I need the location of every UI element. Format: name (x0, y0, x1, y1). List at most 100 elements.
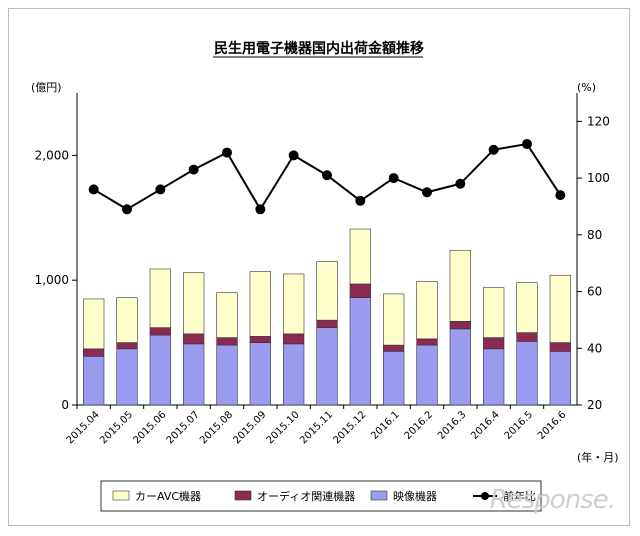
x-axis-tick-label: 2016.5 (503, 409, 536, 442)
legend-label: オーディオ関連機器 (257, 489, 355, 503)
x-axis-tick-label: 2016.2 (403, 409, 436, 442)
x-axis-tick-label: 2015.09 (231, 409, 268, 446)
bar-segment (349, 283, 371, 298)
legend-label: 映像機器 (393, 489, 437, 503)
legend-label: 前年比 (503, 489, 536, 503)
right-axis-tick-label: 40 (587, 341, 602, 355)
bar-segment (149, 268, 171, 328)
legend-box (100, 480, 542, 512)
bar-segment (283, 343, 305, 406)
legend-swatch (370, 490, 388, 501)
bar-segment (349, 297, 371, 406)
x-axis-tick-label: 2015.12 (331, 409, 368, 446)
yoy-point (222, 147, 232, 158)
yoy-point (188, 164, 199, 175)
x-axis-tick-label: 2016.1 (369, 409, 402, 442)
bar-segment (516, 332, 538, 342)
left-axis-tick-label: 2,000 (35, 148, 69, 162)
bar-segment (83, 298, 105, 350)
yoy-point (355, 195, 366, 206)
legend-swatch (234, 490, 252, 501)
x-axis-tick-label: 2015.06 (131, 409, 168, 446)
yoy-point (88, 184, 99, 195)
chart-frame: 民生用電子機器国内出荷金額推移 (億円) (%) (年・月) 0 1,000 2,0… (8, 8, 630, 526)
yoy-point (555, 190, 566, 201)
bar-segment (416, 344, 438, 406)
bar-segment (249, 336, 271, 343)
bar-segment (549, 342, 571, 352)
left-axis-tick-label: 0 (61, 398, 69, 412)
bar-segment (516, 341, 538, 406)
legend-marker (481, 492, 489, 500)
bar-segment (449, 321, 471, 330)
bar-segment (116, 297, 138, 343)
yoy-point (255, 204, 266, 215)
bar-segment (283, 273, 305, 335)
bar-segment (383, 293, 405, 346)
right-axis-tick-label: 20 (587, 398, 602, 412)
bar-segment (416, 338, 438, 346)
bar-segment (183, 343, 205, 406)
x-axis-tick-label: 2015.04 (65, 409, 102, 446)
x-axis-tick-label: 2015.11 (298, 409, 335, 446)
bar-segment (316, 327, 338, 406)
bar-segment (216, 292, 238, 338)
right-axis-unit: (%) (577, 81, 596, 94)
x-axis-tick-label: 2015.08 (198, 409, 235, 446)
bar-segment (249, 271, 271, 337)
yoy-point (522, 139, 532, 150)
bar-segment (483, 287, 505, 338)
chart-title: 民生用電子機器国内出荷金額推移 (214, 40, 424, 57)
x-axis-unit: (年・月) (577, 450, 619, 464)
x-axis-tick-label: 2015.05 (98, 409, 135, 446)
bar-segment (416, 281, 438, 340)
left-axis-tick-label: 1,000 (35, 273, 69, 287)
bar-segment (116, 348, 138, 406)
right-axis-tick-label: 60 (587, 285, 602, 299)
bar-segment (149, 334, 171, 406)
bar-segment (283, 333, 305, 345)
legend: カーAVC機器 オーディオ関連機器 映像機器 前年比 (100, 480, 542, 512)
bar-segment (316, 319, 338, 328)
bar-segment (449, 328, 471, 406)
response-watermark: Response. (489, 485, 616, 515)
plot-area: 01,0002,000204060801001202015.042015.052… (35, 93, 610, 446)
bar-segment (216, 337, 238, 346)
yoy-point (455, 178, 466, 189)
yoy-point (488, 144, 499, 155)
legend-swatch (112, 490, 130, 501)
yoy-point (322, 170, 332, 181)
bar-segment (149, 327, 171, 336)
bar-segment (216, 344, 238, 406)
yoy-point (155, 184, 166, 195)
bar-segment (449, 249, 471, 322)
x-axis-tick-label: 2015.07 (165, 409, 202, 446)
bar-segment (316, 261, 338, 321)
bar-segment (83, 356, 105, 406)
bar-segment (483, 337, 505, 350)
legend-label: カーAVC機器 (135, 489, 201, 503)
bar-segment (116, 342, 138, 350)
bar-segment (383, 351, 405, 406)
x-axis-tick-label: 2016.3 (436, 409, 469, 442)
right-axis-tick-label: 100 (587, 171, 610, 185)
yoy-point (288, 150, 299, 161)
bar-segment (549, 274, 571, 343)
yoy-point (422, 187, 432, 198)
bar-segment (549, 351, 571, 406)
bar-segment (183, 333, 205, 345)
bar-segment (249, 342, 271, 406)
right-axis-tick-label: 80 (587, 228, 602, 242)
bar-segment (483, 348, 505, 406)
bar-segment (183, 272, 205, 335)
yoy-point (122, 204, 132, 215)
yoy-point (388, 173, 399, 184)
x-axis-tick-label: 2016.6 (536, 409, 569, 442)
bar-segment (83, 348, 105, 357)
bar-segment (516, 282, 538, 333)
x-axis-tick-label: 2015.10 (265, 409, 302, 446)
right-axis-tick-label: 120 (587, 114, 610, 128)
left-axis-unit: (億円) (31, 81, 62, 94)
x-axis-tick-label: 2016.4 (469, 409, 502, 442)
bar-segment (349, 228, 371, 285)
